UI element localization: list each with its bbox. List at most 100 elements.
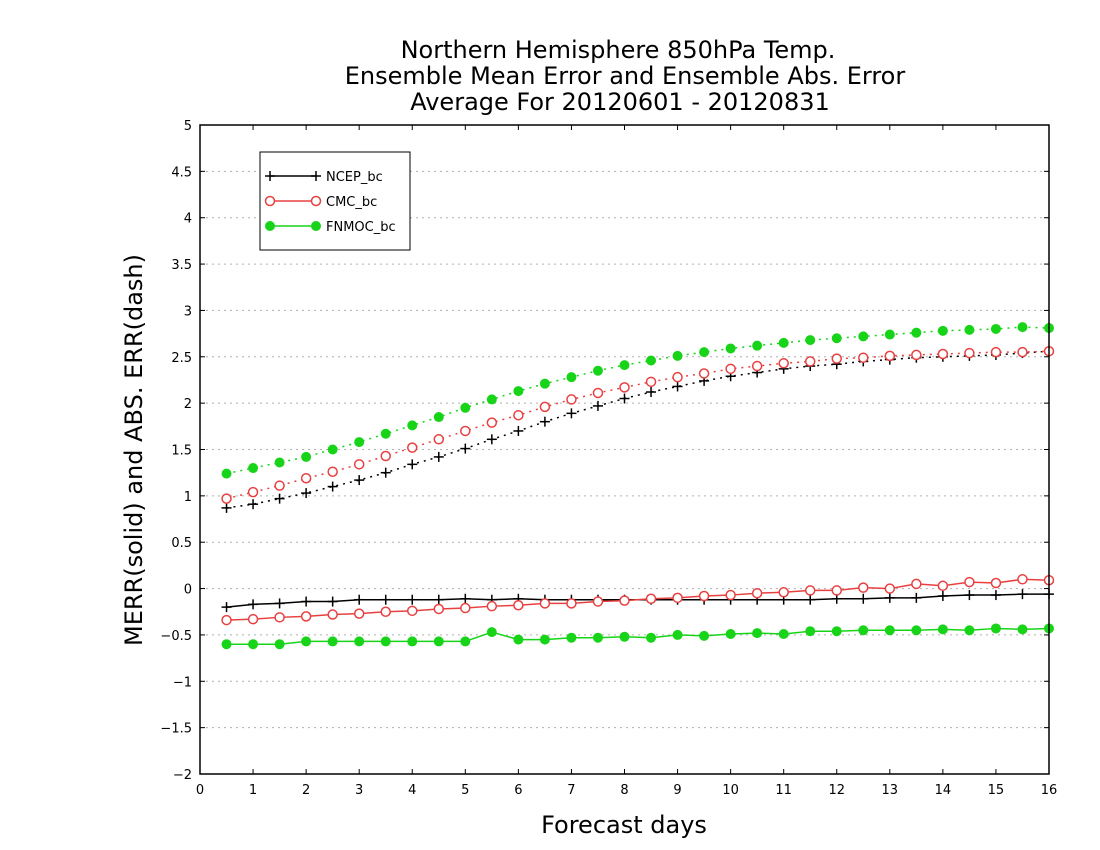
x-tick-label: 16 bbox=[1041, 783, 1058, 798]
abs-err-point-cmc-bc bbox=[725, 363, 736, 375]
merr-point-fnmoc-bc bbox=[433, 636, 444, 647]
abs-err-point-cmc-bc bbox=[274, 480, 285, 491]
abs-err-point-cmc-bc bbox=[858, 352, 869, 363]
y-tick-label: 1 bbox=[184, 490, 192, 505]
abs-err-point-fnmoc-bc bbox=[592, 365, 603, 376]
abs-err-point-cmc-bc bbox=[300, 472, 312, 484]
abs-err-point-ncep-bc bbox=[460, 443, 471, 454]
merr-point-fnmoc-bc bbox=[407, 636, 418, 647]
merr-point-fnmoc-bc bbox=[1017, 624, 1028, 635]
gridlines bbox=[200, 170, 1049, 729]
merr-point-fnmoc-bc bbox=[884, 625, 895, 636]
abs-err-point-cmc-bc bbox=[327, 466, 338, 478]
abs-err-point-fnmoc-bc bbox=[990, 323, 1001, 334]
x-tick-label: 0 bbox=[196, 783, 204, 798]
merr-point-fnmoc-bc bbox=[513, 634, 524, 645]
merr-point-cmc-bc bbox=[486, 600, 498, 612]
legend-item-cmc-bc: CMC_bc bbox=[264, 195, 377, 210]
merr-point-ncep-bc bbox=[407, 594, 418, 605]
merr-point-ncep-bc bbox=[990, 590, 1001, 601]
abs-err-point-ncep-bc bbox=[592, 400, 603, 411]
x-tick-label: 15 bbox=[988, 783, 1005, 798]
abs-err-point-fnmoc-bc bbox=[486, 394, 497, 405]
abs-err-point-cmc-bc bbox=[804, 356, 816, 367]
legend-marker-cmc-bc bbox=[264, 195, 276, 207]
abs-err-point-fnmoc-bc bbox=[407, 420, 418, 431]
abs-err-point-fnmoc-bc bbox=[831, 333, 842, 344]
abs-err-point-fnmoc-bc bbox=[911, 327, 922, 338]
merr-line-ncep-bc bbox=[226, 593, 1049, 608]
merr-point-cmc-bc bbox=[513, 600, 524, 611]
x-tick-label: 13 bbox=[882, 783, 899, 798]
merr-point-fnmoc-bc bbox=[672, 629, 683, 640]
legend-item-fnmoc-bc: FNMOC_bc bbox=[265, 220, 396, 235]
abs-err-point-fnmoc-bc bbox=[460, 402, 471, 413]
merr-point-ncep-bc bbox=[433, 594, 444, 605]
series-fnmoc-bc bbox=[221, 322, 1054, 650]
abs-err-point-fnmoc-bc bbox=[327, 444, 338, 455]
abs-err-point-cmc-bc bbox=[937, 348, 949, 360]
abs-err-point-ncep-bc bbox=[433, 451, 444, 462]
abs-err-point-fnmoc-bc bbox=[646, 355, 657, 366]
merr-point-ncep-bc bbox=[964, 590, 975, 601]
abs-err-point-ncep-bc bbox=[486, 434, 497, 445]
abs-err-point-cmc-bc bbox=[645, 376, 657, 388]
abs-err-point-ncep-bc bbox=[619, 393, 630, 404]
merr-point-fnmoc-bc bbox=[964, 625, 975, 636]
abs-err-point-cmc-bc bbox=[964, 347, 975, 359]
legend: NCEP_bc CMC_bc FNMOC_bc bbox=[259, 151, 411, 251]
merr-point-fnmoc-bc bbox=[221, 639, 232, 650]
abs-err-point-fnmoc-bc bbox=[937, 325, 948, 336]
merr-point-cmc-bc bbox=[911, 578, 922, 590]
abs-err-point-cmc-bc bbox=[539, 401, 551, 413]
abs-err-point-ncep-bc bbox=[513, 425, 524, 436]
merr-point-ncep-bc bbox=[221, 602, 232, 613]
abs-err-point-fnmoc-bc bbox=[884, 329, 895, 340]
abs-err-point-ncep-bc bbox=[354, 475, 365, 486]
title-line-1: Northern Hemisphere 850hPa Temp. bbox=[401, 36, 836, 64]
series-ncep-bc bbox=[221, 346, 1054, 613]
abs-err-point-ncep-bc bbox=[380, 467, 391, 478]
merr-point-cmc-bc bbox=[592, 596, 604, 607]
y-tick-label: 1.5 bbox=[171, 444, 192, 459]
abs-err-point-fnmoc-bc bbox=[778, 337, 789, 348]
abs-err-point-fnmoc-bc bbox=[354, 437, 365, 448]
merr-point-fnmoc-bc bbox=[380, 636, 391, 647]
series bbox=[221, 322, 1055, 650]
y-tick-label: 0 bbox=[184, 583, 192, 598]
x-tick-label: 14 bbox=[935, 783, 952, 798]
merr-point-fnmoc-bc bbox=[486, 627, 497, 638]
abs-err-point-cmc-bc bbox=[831, 353, 842, 364]
merr-point-ncep-bc bbox=[248, 599, 259, 610]
abs-err-point-cmc-bc bbox=[884, 350, 896, 362]
merr-point-fnmoc-bc bbox=[646, 632, 657, 643]
abs-err-point-fnmoc-bc bbox=[566, 372, 577, 383]
x-tick-label: 4 bbox=[408, 783, 416, 798]
legend-marker-ncep-bc bbox=[311, 171, 321, 181]
x-tick-label: 5 bbox=[461, 783, 469, 798]
abs-err-point-ncep-bc bbox=[327, 481, 338, 492]
abs-err-point-fnmoc-bc bbox=[380, 428, 391, 439]
merr-point-ncep-bc bbox=[911, 592, 922, 603]
merr-point-cmc-bc bbox=[380, 606, 391, 617]
abs-err-point-ncep-bc bbox=[221, 502, 232, 513]
abs-err-point-ncep-bc bbox=[274, 493, 285, 504]
abs-err-point-cmc-bc bbox=[778, 358, 789, 369]
abs-err-point-cmc-bc bbox=[247, 486, 259, 498]
legend-label-ncep-bc: NCEP_bc bbox=[326, 170, 383, 185]
title-line-3: Average For 20120601 - 20120831 bbox=[410, 88, 830, 116]
y-tick-label: −0.5 bbox=[160, 629, 192, 644]
y-tick-label: 0.5 bbox=[171, 536, 192, 551]
merr-point-ncep-bc bbox=[380, 594, 391, 605]
y-tick-label: 5 bbox=[184, 119, 192, 134]
merr-point-cmc-bc bbox=[831, 585, 842, 596]
abs-err-point-cmc-bc bbox=[353, 459, 365, 470]
merr-point-ncep-bc bbox=[274, 598, 285, 609]
abs-err-point-fnmoc-bc bbox=[858, 331, 869, 342]
merr-point-cmc-bc bbox=[751, 587, 763, 599]
abs-err-point-ncep-bc bbox=[248, 499, 259, 510]
abs-err-point-cmc-bc bbox=[672, 371, 683, 383]
merr-point-fnmoc-bc bbox=[725, 629, 736, 640]
merr-point-cmc-bc bbox=[460, 602, 471, 614]
y-tick-label: −2 bbox=[173, 768, 192, 783]
